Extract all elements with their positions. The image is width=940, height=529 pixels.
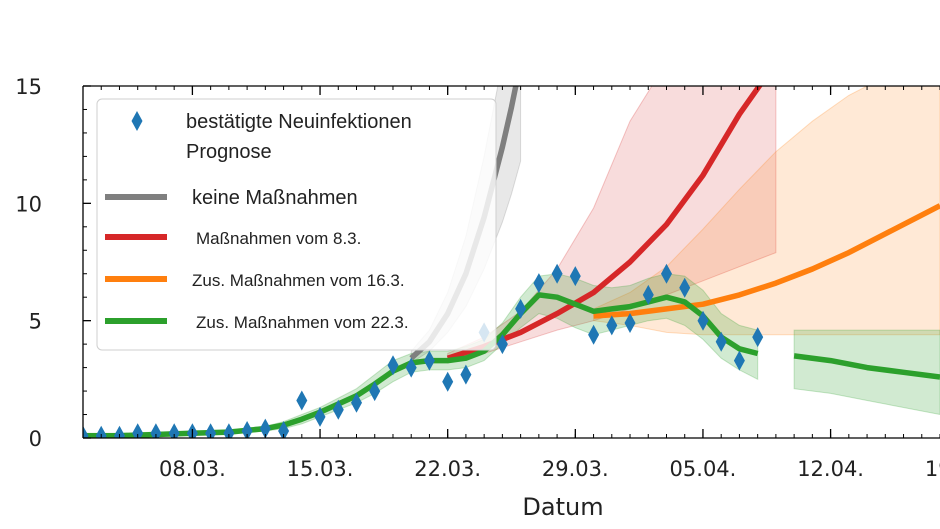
observed-point (132, 423, 144, 438)
legend-box (96, 98, 497, 351)
band-zus-massnahmen-vom-16-3 (593, 86, 940, 336)
observed-point (205, 423, 217, 438)
x-axis-title: Datum (522, 493, 603, 521)
y-tick-label: 0 (29, 427, 42, 451)
x-tick-label: 08.03. (159, 457, 226, 481)
x-tick-label: 05.04. (670, 457, 737, 481)
observed-point (168, 423, 180, 438)
observed-point (515, 298, 527, 319)
observed-point (351, 392, 362, 413)
observed-point (223, 423, 235, 438)
observed-points (83, 263, 764, 438)
observed-point (332, 399, 344, 420)
legend-label-zus-massnahmen-vom-22-3: Zus. Maßnahmen vom 22.3. (196, 313, 409, 332)
observed-point (460, 364, 472, 385)
legend-label-bestaetigte-neuinfektionen: bestätigte Neuinfektionen (186, 111, 412, 133)
observed-point (150, 423, 162, 438)
observed-point (569, 266, 581, 287)
legend: bestätigte Neuinfektionen Prognose keine M… (96, 98, 497, 351)
line-zus-massnahmen-vom-22-3 (83, 292, 759, 438)
x-tick-label: 19.04. (925, 457, 940, 481)
x-tick-label: 29.03. (542, 457, 609, 481)
observed-point (442, 371, 454, 392)
x-tick-label: 15.03. (287, 457, 354, 481)
y-tick-label: 15 (15, 75, 42, 99)
x-tick-label: 12.04. (797, 457, 864, 481)
legend-label-keine-massnahmen: keine Maßnahmen (192, 187, 358, 209)
axes: 08.03. 15.03. 22.03. 29.03. 05.04. 12.04. 19.0… (15, 75, 940, 481)
observed-point (369, 381, 381, 402)
observed-point (259, 418, 271, 438)
line-zus-massnahmen-vom-16-3 (593, 203, 940, 319)
observed-point (679, 277, 691, 298)
band-zus-massnahmen-vom-22-3-tail (793, 329, 940, 416)
observed-point (95, 425, 107, 438)
observed-point (387, 355, 399, 376)
x-tick-label: 22.03. (414, 457, 481, 481)
legend-label-zus-massnahmen-vom-16-3: Zus. Maßnahmen vom 16.3. (192, 271, 405, 290)
observed-point (551, 263, 563, 284)
observed-point (661, 263, 672, 284)
legend-label-massnahmen-vom-8-3: Maßnahmen vom 8.3. (196, 229, 361, 248)
observed-point (752, 327, 764, 348)
observed-point (642, 284, 654, 305)
y-tick-label: 5 (29, 310, 42, 334)
observed-point (83, 425, 89, 438)
observed-point (733, 350, 745, 371)
observed-point (278, 421, 290, 438)
band-massnahmen-vom-8-3 (447, 86, 777, 364)
observed-point (241, 421, 253, 438)
observed-point (606, 315, 618, 336)
line-zus-massnahmen-vom-22-3-tail (793, 353, 940, 380)
y-tick-label: 10 (15, 192, 42, 216)
observed-point (697, 310, 709, 331)
legend-label-prognose: Prognose (186, 141, 272, 163)
observed-point (496, 334, 508, 355)
observed-point (114, 425, 125, 438)
observed-point (624, 313, 636, 333)
observed-point (314, 406, 326, 427)
observed-point (423, 350, 435, 371)
observed-point (405, 357, 417, 378)
legend-marker-bestaetigte-neuinfektionen (131, 111, 143, 131)
observed-point (533, 273, 545, 294)
observed-point (588, 324, 600, 345)
observed-point (296, 390, 308, 411)
observed-point (715, 331, 727, 352)
